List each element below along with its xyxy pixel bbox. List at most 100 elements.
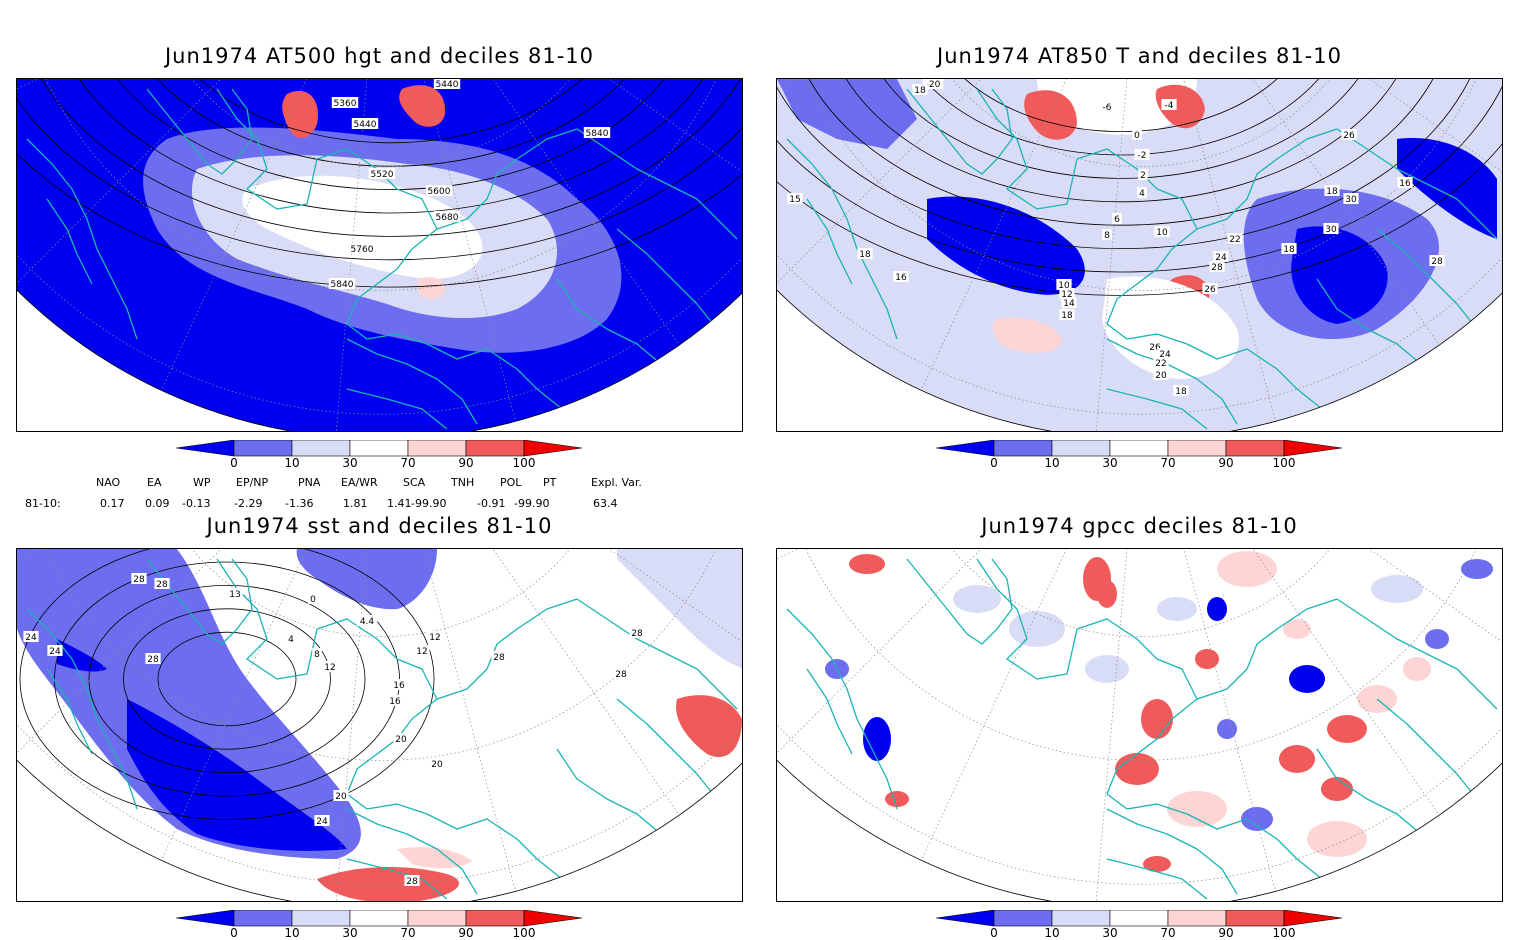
contour-label-1: 28 [1431,257,1443,267]
colorbar-tick-label: 0 [230,456,238,470]
contour-label-1: -2 [1138,151,1147,161]
coastline-africa [346,808,478,900]
precip-decile-patch [1157,597,1197,621]
coastline-greenland [906,88,1013,175]
contour-label-2: 12 [324,663,335,673]
colorbar-svg [936,440,1343,457]
contour-label-bg [429,758,445,769]
index-header-pt: PT [543,476,557,489]
temperature-contour [821,79,1421,203]
contour-label-bg [393,733,409,744]
index-value-explvar: 63.4 [593,497,618,510]
map-canvas-hgt500: 5360 5440 5440 5520 5600 5680 5760 5840 5840 [17,79,742,431]
contour-label-bg [583,127,611,138]
panel-title-3: Jun1974 sst and deciles 81-10 [206,514,553,538]
graticule-meridian [1140,79,1502,218]
contour-label-1: -4 [1165,101,1174,111]
contour-label-bg [1173,385,1189,396]
graticule-meridian [335,549,382,901]
map-canvas-gpcc [777,549,1502,901]
precip-decile-patch [1217,719,1237,739]
contour-label-1: 16 [1399,179,1411,189]
contour-label-0: 5520 [371,170,394,180]
decile-area-70-90 [417,277,446,299]
contour-label-2: 28 [493,653,505,663]
contour-label-bg [145,653,161,664]
colorbar-swatch-1 [233,910,293,927]
colorbar-svg [936,910,1343,927]
colorbar-swatch-1 [233,440,293,457]
contour-label-bg [787,193,803,204]
graticule-parallel [133,79,629,167]
height-contour [149,79,633,144]
contour-label-1: 24 [1215,253,1227,263]
index-value-sca: 1.41 [387,497,412,510]
temperature-contour [856,79,1386,179]
graticule-meridian [335,79,382,431]
contour-label-bg [47,645,63,656]
contour-label-bg [391,679,407,690]
coastline-america [786,138,898,340]
index-header-sca: SCA [403,476,426,489]
index-header-tnh: TNH [451,476,475,489]
precip-decile-patch [1143,856,1171,872]
contour-label-bg [1056,279,1072,290]
colorbar-tick-label: 10 [1044,926,1060,940]
graticule-meridian [380,549,742,688]
colorbar-svg [176,440,583,457]
precip-decile-patch [1097,580,1117,608]
coastline-america [786,608,898,810]
coastline-greenland [906,558,1013,645]
contour-label-1: 20 [1155,371,1167,381]
contour-label-1: 6 [1114,215,1120,225]
contour-label-bg [1227,233,1243,244]
decile-area-90-100 [1155,84,1205,129]
decile-area-30-70 [617,549,742,669]
precip-decile-patch [1085,655,1129,683]
map-panel-t850: -20 18 -6 -4 0 -2 2 4 6 8 10 16 18 10 12 14 18 18 22 24 28 26… [776,78,1503,432]
precip-decile-patch [1403,657,1431,681]
index-value-ea: 0.09 [145,497,170,510]
height-contour [17,79,742,288]
graticule-meridian [17,549,382,757]
decile-area-90-100 [676,695,742,758]
colorbar-tick-label: 0 [990,456,998,470]
contour-label-0: 5600 [428,187,451,197]
map-panel-gpcc [776,548,1503,902]
contour-label-bg [491,651,507,662]
contour-label-2: 8 [314,650,320,660]
contour-label-bg [312,648,322,659]
precip-decile-patch [1217,551,1277,587]
contour-label-1: 10 [1058,281,1070,291]
index-value-tnh: -99.90 [411,497,447,510]
panel-title-1: Jun1974 AT500 hgt and deciles 81-10 [164,44,594,68]
colorbar-swatch-1 [993,910,1053,927]
graticule-meridian [777,549,1142,757]
colorbar-swatch-2 [291,440,351,457]
colorbar-swatch-3 [1109,440,1169,457]
contour-label-2: 12 [429,633,440,643]
panel-title-4: Jun1974 gpcc deciles 81-10 [981,514,1298,538]
temperature-contour [777,79,1502,273]
contour-label-bg [286,633,296,644]
index-header-wp: WP [193,476,211,489]
contour-label-bg [1209,261,1225,272]
contour-label-bg [1429,255,1445,266]
colorbar-tick-label: 70 [400,926,416,940]
decile-area-10-30 [17,549,361,859]
colorbar-tick-label: 100 [1272,926,1296,940]
precip-decile-patch [953,585,1001,613]
index-value-nao: 0.17 [100,497,125,510]
precip-decile-patch [1425,629,1449,649]
precip-decile-patch [1009,611,1065,647]
colorbar-tick-label: 70 [400,456,416,470]
graticule-parallel [893,79,1389,167]
sst-contour [157,631,297,727]
index-value-eawr: 1.81 [343,497,368,510]
graticule-meridian [17,79,382,287]
precip-decile-patch [1241,807,1273,831]
graticule-meridian [1140,549,1276,892]
contour-label-1: -20 [926,80,941,90]
precip-decile-patch [885,791,909,807]
